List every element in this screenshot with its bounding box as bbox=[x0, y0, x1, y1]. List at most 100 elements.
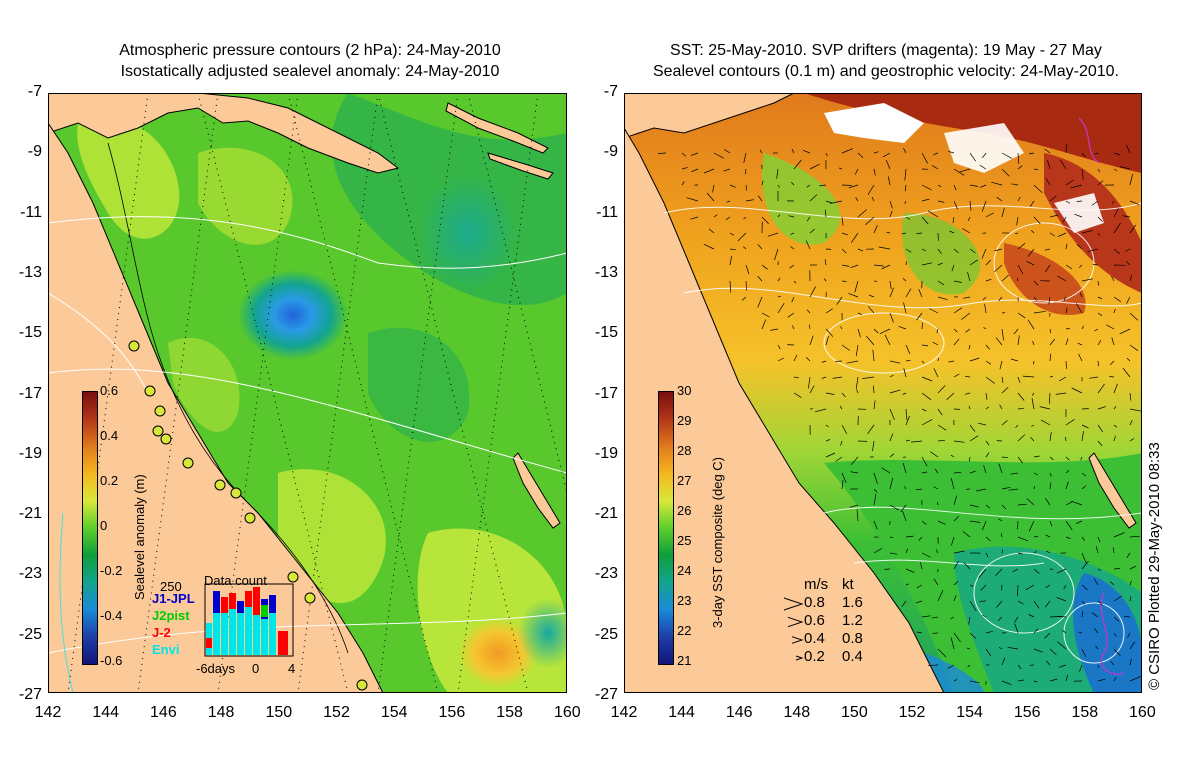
y-tick-label: -13 bbox=[594, 263, 618, 281]
x-tick-label: 156 bbox=[1013, 704, 1041, 721]
sst-colorbar-label: 3-day SST composite (deg C) bbox=[710, 457, 725, 628]
x-tick-label: 160 bbox=[553, 704, 581, 721]
y-tick-label: -15 bbox=[594, 324, 618, 342]
y-tick-label: -21 bbox=[594, 505, 618, 523]
velocity-key-kt: 0.8 bbox=[842, 630, 863, 647]
left-title-line2: Isostatically adjusted sealevel anomaly:… bbox=[120, 63, 500, 80]
velocity-key-arrow bbox=[783, 597, 804, 611]
new-caledonia bbox=[512, 452, 561, 529]
y-tick-label: -25 bbox=[18, 625, 42, 643]
y-tick-label: -25 bbox=[594, 625, 618, 643]
velocity-key-arrow bbox=[787, 616, 804, 628]
sst-map[interactable] bbox=[624, 93, 1142, 693]
velocity-key-kt-header: kt bbox=[842, 576, 854, 593]
sla-colorbar-tick: -0.6 bbox=[100, 653, 123, 668]
sla-colorbar-tick: -0.2 bbox=[100, 563, 123, 578]
mission-legend-item: Envi bbox=[152, 642, 180, 657]
x-tick-label: 144 bbox=[668, 704, 695, 721]
sst-colorbar-tick: 28 bbox=[677, 443, 692, 458]
sst-colorbar bbox=[658, 391, 674, 665]
sla-colorbar-tick: 0.6 bbox=[100, 383, 119, 398]
velocity-key-ms: 0.2 bbox=[804, 648, 825, 665]
x-tick-label: 148 bbox=[783, 704, 811, 721]
sst-colorbar-tick: 23 bbox=[677, 593, 692, 608]
papua-new-guinea-r bbox=[624, 93, 795, 139]
velocity-key: m/s kt 0.8 1.6 0.6 1.2 0.4 0.8 0.2 0.4 bbox=[780, 576, 900, 666]
sst-colorbar-tick: 25 bbox=[677, 533, 692, 548]
sst-colorbar-tick: 22 bbox=[677, 623, 692, 638]
left-title-line1: Atmospheric pressure contours (2 hPa): 2… bbox=[119, 42, 501, 59]
x-tick-label: 158 bbox=[496, 704, 523, 721]
histogram-xtick: 0 bbox=[252, 661, 260, 676]
velocity-key-kt: 1.2 bbox=[842, 612, 863, 629]
data-count-histogram bbox=[204, 583, 294, 657]
sst-map-graphic bbox=[624, 93, 1142, 693]
x-tick-label: 150 bbox=[265, 704, 293, 721]
x-tick-label: 142 bbox=[610, 704, 638, 721]
sealevel-contours bbox=[663, 202, 1142, 664]
sealevel-anomaly-map[interactable]: Data count 250 J1-JPL J2pist J-2 Envi -6day… bbox=[48, 93, 567, 693]
x-tick-label: 148 bbox=[207, 704, 235, 721]
sst-colorbar-tick: 30 bbox=[677, 383, 692, 398]
x-tick-label: 152 bbox=[323, 704, 350, 721]
y-tick-label: -19 bbox=[18, 444, 42, 462]
x-tick-label: 144 bbox=[92, 704, 120, 721]
y-tick-label: -23 bbox=[594, 565, 618, 583]
mission-legend-item: J-2 bbox=[152, 625, 171, 640]
histogram-bars bbox=[206, 587, 288, 655]
new-caledonia-r bbox=[1088, 452, 1137, 529]
velocity-key-arrow bbox=[791, 636, 804, 644]
velocity-key-ms: 0.4 bbox=[804, 630, 825, 647]
csiro-credit: © CSIRO Plotted 29-May-2010 08:33 bbox=[1146, 442, 1163, 690]
solomon-islands bbox=[445, 102, 549, 154]
data-count-max: 250 bbox=[160, 579, 182, 594]
sst-colorbar-tick: 27 bbox=[677, 473, 692, 488]
geostrophic-velocity-arrows bbox=[657, 144, 1142, 685]
right-title-line2: Sealevel contours (0.1 m) and geostrophi… bbox=[652, 63, 1119, 80]
velocity-key-kt: 0.4 bbox=[842, 648, 863, 665]
australia-coast-r bbox=[624, 127, 945, 693]
velocity-key-ms: 0.8 bbox=[804, 594, 825, 611]
histogram-xtick: -6days bbox=[196, 661, 236, 676]
sla-colorbar-tick: 0 bbox=[100, 518, 108, 533]
y-tick-label: -21 bbox=[18, 505, 42, 523]
x-tick-label: 154 bbox=[956, 704, 983, 721]
sealevel-anomaly-colorbar bbox=[82, 391, 98, 665]
sla-colorbar-tick: -0.4 bbox=[100, 608, 123, 623]
y-tick-label: -27 bbox=[594, 686, 618, 703]
australia-coast bbox=[48, 122, 384, 693]
y-tick-label: -15 bbox=[18, 324, 42, 342]
y-tick-label: -27 bbox=[18, 686, 42, 703]
x-tick-label: 150 bbox=[841, 704, 868, 721]
sla-colorbar-tick: 0.4 bbox=[100, 428, 119, 443]
left-map-title: Atmospheric pressure contours (2 hPa): 2… bbox=[40, 40, 580, 82]
y-tick-label: -11 bbox=[596, 203, 618, 221]
sst-colorbar-tick: 26 bbox=[677, 503, 692, 518]
y-tick-label: -11 bbox=[20, 203, 42, 221]
velocity-key-ms: 0.6 bbox=[804, 612, 825, 629]
papua-new-guinea bbox=[48, 93, 400, 174]
x-tick-label: 160 bbox=[1129, 704, 1156, 721]
y-tick-label: -7 bbox=[603, 83, 618, 100]
y-tick-label: -19 bbox=[594, 444, 618, 462]
y-tick-label: -9 bbox=[603, 143, 618, 161]
velocity-key-arrow bbox=[795, 655, 804, 661]
svp-drifters bbox=[1078, 117, 1125, 675]
mission-legend-item: J2pist bbox=[152, 608, 190, 623]
x-tick-label: 146 bbox=[725, 704, 753, 721]
mission-legend-item: J1-JPL bbox=[152, 591, 195, 606]
sst-colorbar-tick: 21 bbox=[677, 653, 692, 668]
data-count-inset: Data count 250 J1-JPL J2pist J-2 Envi -6day… bbox=[152, 573, 302, 677]
x-tick-label: 156 bbox=[438, 704, 466, 721]
tide-gauges bbox=[128, 340, 368, 691]
histogram-xtick: 4 bbox=[288, 661, 296, 676]
x-tick-label: 152 bbox=[898, 704, 926, 721]
y-tick-label: -23 bbox=[18, 565, 42, 583]
right-title-line1: SST: 25-May-2010. SVP drifters (magenta)… bbox=[670, 42, 1102, 59]
y-tick-label: -7 bbox=[27, 83, 42, 100]
y-tick-label: -17 bbox=[594, 384, 618, 402]
sst-colorbar-tick: 29 bbox=[677, 413, 692, 428]
y-tick-label: -17 bbox=[18, 384, 42, 402]
x-tick-label: 158 bbox=[1071, 704, 1099, 721]
sst-colorbar-tick: 24 bbox=[677, 563, 692, 578]
